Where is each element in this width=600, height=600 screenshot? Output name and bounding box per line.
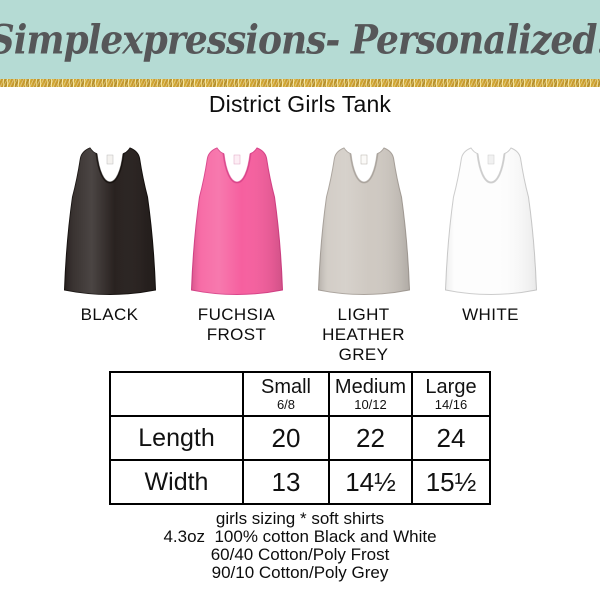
row-label-length: Length <box>109 415 244 461</box>
length-medium: 22 <box>328 415 413 461</box>
width-medium: 14½ <box>328 459 413 505</box>
size-column-large: Large 14/16 <box>411 371 491 417</box>
brand-banner: Simplexpressions- Personalized! <box>0 0 600 79</box>
product-color-label: BLACK <box>80 305 139 324</box>
size-chart-header-row: Small 6/8 Medium 10/12 Large 14/16 <box>109 371 491 417</box>
size-chart-corner-cell <box>109 371 244 417</box>
tank-top-image-fuchsia <box>190 147 283 295</box>
product-notes: girls sizing * soft shirts 4.3oz 100% co… <box>0 510 600 582</box>
neck-tag <box>487 154 494 165</box>
product-swatch-fuchsia-frost: FUCHSIA FROST <box>187 144 287 365</box>
note-cotton: 4.3oz 100% cotton Black and White <box>163 527 437 546</box>
size-chart-table: Small 6/8 Medium 10/12 Large 14/16 Lengt… <box>109 371 491 505</box>
neck-tag <box>106 154 113 165</box>
product-row: BLACK FUCHSIA FROST LIGHT HEATHER GREY <box>0 144 600 365</box>
length-large: 24 <box>411 415 491 461</box>
note-grey: 90/10 Cotton/Poly Grey <box>211 563 389 582</box>
product-swatch-light-heather-grey: LIGHT HEATHER GREY <box>314 144 414 365</box>
product-color-label: FUCHSIA FROST <box>197 305 276 344</box>
product-swatch-white: WHITE <box>441 144 541 365</box>
width-large: 15½ <box>411 459 491 505</box>
brand-name: Simplexpressions- Personalized! <box>0 15 600 64</box>
product-color-label: WHITE <box>462 305 519 324</box>
product-color-label: LIGHT HEATHER GREY <box>322 305 405 364</box>
width-small: 13 <box>242 459 330 505</box>
tank-top-image-black <box>63 147 156 295</box>
tank-top-image-grey <box>317 147 410 295</box>
table-row-width: Width 13 14½ 15½ <box>109 459 491 505</box>
neck-tag <box>233 154 240 165</box>
note-frost: 60/40 Cotton/Poly Frost <box>210 545 390 564</box>
row-label-width: Width <box>109 459 244 505</box>
gold-glitter-divider <box>0 79 600 87</box>
page-title: District Girls Tank <box>208 91 392 117</box>
tank-top-image-white <box>444 147 537 295</box>
length-small: 20 <box>242 415 330 461</box>
table-row-length: Length 20 22 24 <box>109 415 491 461</box>
neck-tag <box>360 154 367 165</box>
product-swatch-black: BLACK <box>60 144 160 365</box>
size-column-small: Small 6/8 <box>242 371 330 417</box>
size-column-medium: Medium 10/12 <box>328 371 413 417</box>
note-sizing: girls sizing * soft shirts <box>215 509 385 528</box>
